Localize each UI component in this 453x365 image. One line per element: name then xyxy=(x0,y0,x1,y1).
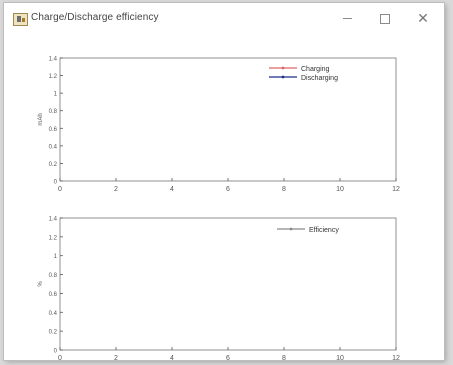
x-tick-label: 4 xyxy=(170,186,174,193)
y-tick-label: 0.8 xyxy=(49,109,58,115)
x-tick-label: 6 xyxy=(226,186,230,193)
maximize-button[interactable] xyxy=(370,7,400,29)
x-tick-label: 10 xyxy=(336,355,344,360)
chart-area: 0 2 4 6 8 10 12 0 0.2 0.4 0.6 0.8 1 1.2 1.4 mAh Charging… xyxy=(4,33,444,363)
y-tick-label: 1.4 xyxy=(49,57,58,63)
y-tick-label: 0.2 xyxy=(49,162,58,168)
legend-label-charging: Charging xyxy=(301,66,330,73)
close-button[interactable]: ✕ xyxy=(408,7,438,29)
x-tick-label: 8 xyxy=(282,186,286,193)
y-tick-label: 0.4 xyxy=(49,311,58,317)
efficiency-window: Charge/Discharge efficiency ✕ 0 2 4 6 8 10 12 0… xyxy=(4,3,444,363)
x-tick-label: 2 xyxy=(114,355,118,360)
legend-marker-discharging xyxy=(281,75,285,79)
close-icon: ✕ xyxy=(417,10,429,26)
legend-label-efficiency: Efficiency xyxy=(309,227,339,234)
y-tick-label: 1.4 xyxy=(49,217,58,223)
x-tick-label: 6 xyxy=(226,355,230,360)
y-tick-label: 0.2 xyxy=(49,330,58,336)
y-tick-label: 1.2 xyxy=(49,235,58,241)
plot-frame-2 xyxy=(59,217,397,351)
y-axis-label: mAh xyxy=(38,113,44,125)
x-tick-label: 10 xyxy=(336,186,344,193)
charts-svg: 0 2 4 6 8 10 1200.20.40.60.811.21.4mAhCharging… xyxy=(38,57,400,363)
x-tick-label: 12 xyxy=(392,355,400,360)
x-tick-label: 8 xyxy=(282,355,286,360)
y-tick-label: 1 xyxy=(54,92,58,98)
app-icon xyxy=(13,13,28,26)
y-tick-label: 0.6 xyxy=(49,292,58,298)
window-title: Charge/Discharge efficiency xyxy=(31,12,159,23)
legend-marker-charging xyxy=(281,66,285,70)
y-axis-label: % xyxy=(38,281,44,287)
x-tick-label: 0 xyxy=(58,355,62,360)
legend-marker-efficiency xyxy=(289,227,293,231)
x-tick-label: 4 xyxy=(170,355,174,360)
y-tick-label: 0 xyxy=(54,180,58,186)
x-tick-label: 0 xyxy=(58,186,62,193)
y-tick-label: 0.4 xyxy=(49,144,58,150)
plot-frame-1 xyxy=(59,57,397,182)
y-tick-label: 0.8 xyxy=(49,273,58,279)
maximize-icon xyxy=(380,13,390,24)
minimize-button[interactable] xyxy=(332,7,362,29)
minimize-icon xyxy=(342,18,352,20)
x-tick-label: 12 xyxy=(392,186,400,193)
y-tick-label: 1.2 xyxy=(49,74,58,80)
x-tick-label: 2 xyxy=(114,186,118,193)
y-tick-label: 0.6 xyxy=(49,127,58,133)
y-tick-label: 0 xyxy=(54,349,58,355)
y-tick-label: 1 xyxy=(54,254,58,260)
legend-label-discharging: Discharging xyxy=(301,75,338,82)
title-bar[interactable]: Charge/Discharge efficiency ✕ xyxy=(4,3,444,33)
